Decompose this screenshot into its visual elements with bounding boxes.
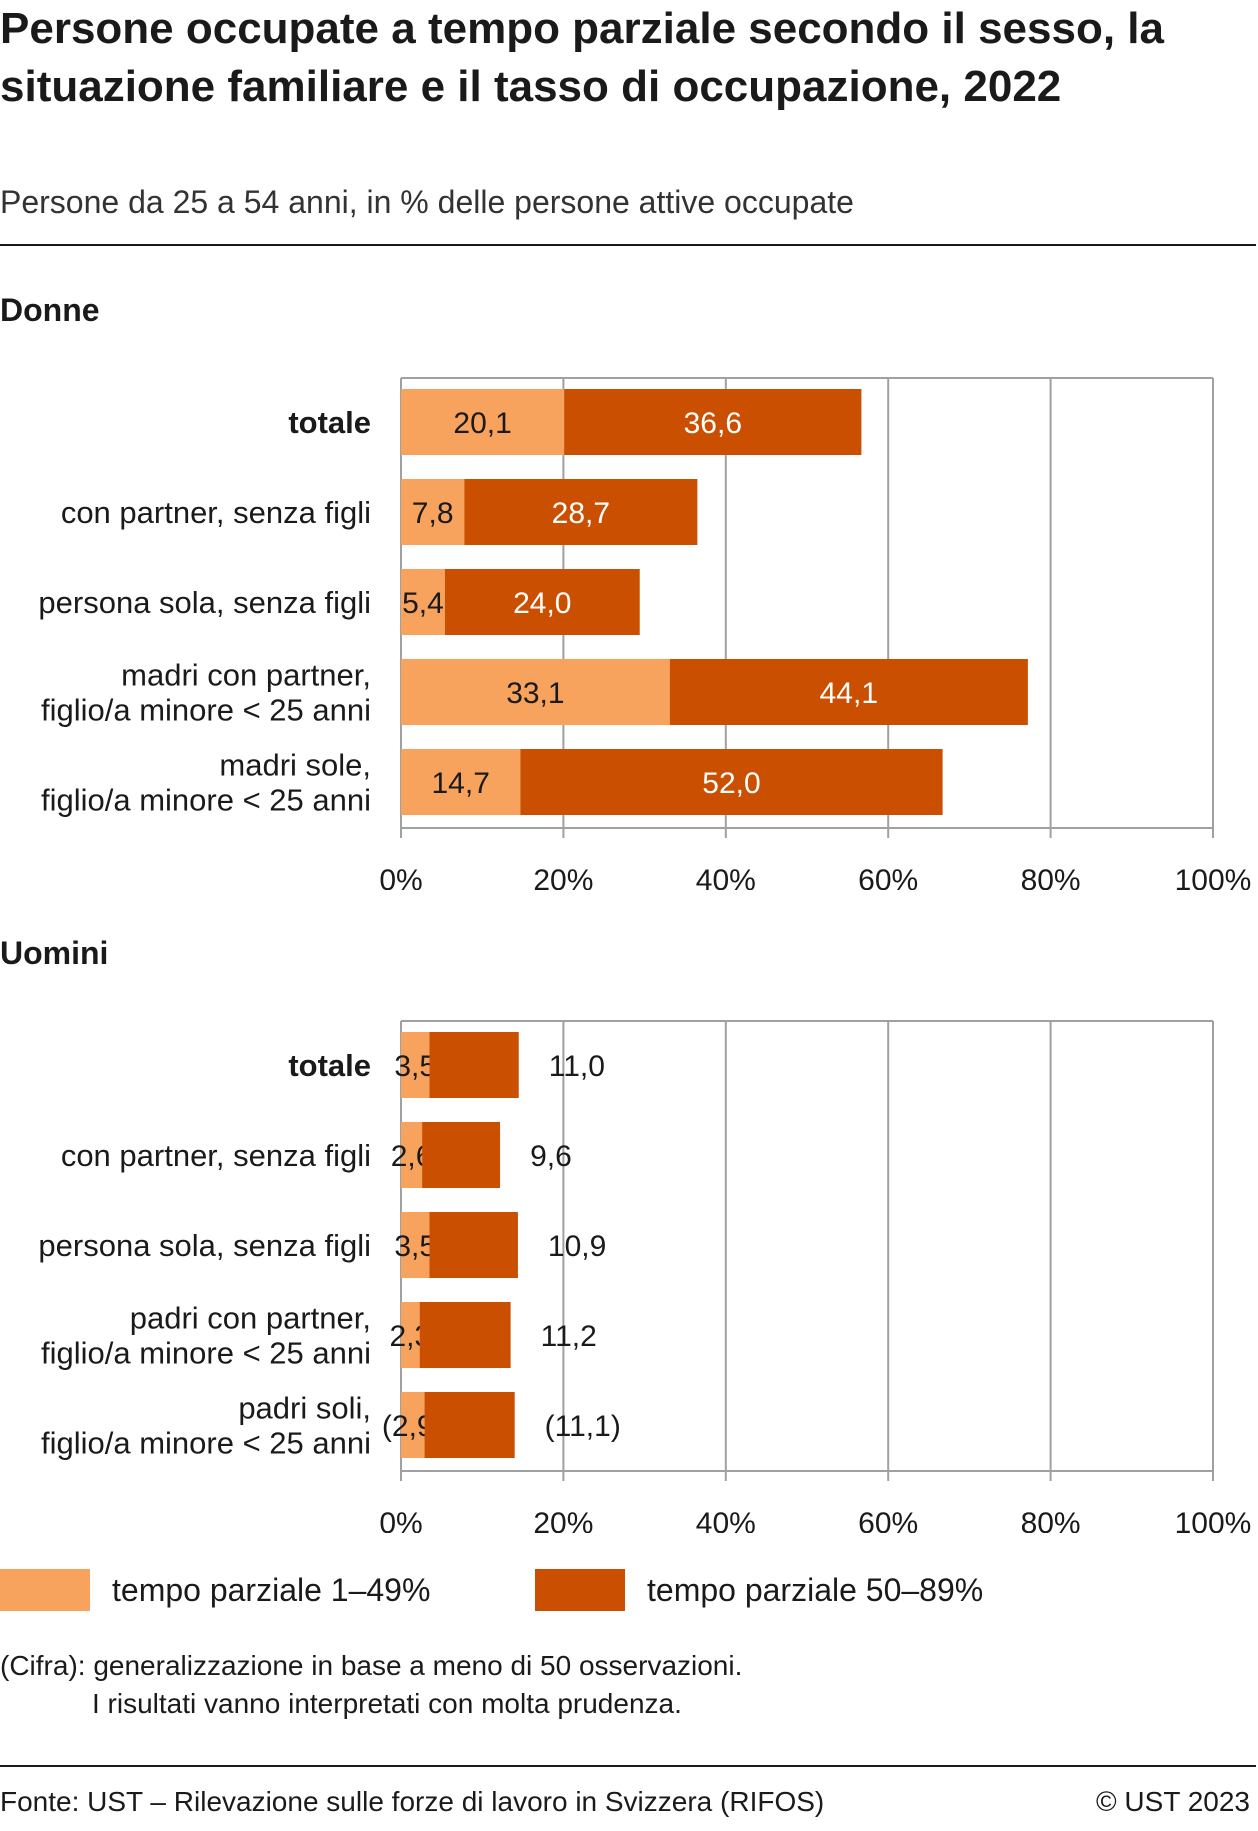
bar-segment: [464, 479, 698, 545]
data-label: 28,7: [552, 497, 610, 530]
bar-segment: [429, 1212, 518, 1278]
x-tick-label: 20%: [533, 1507, 593, 1533]
category-label: padri con partner,: [130, 1301, 371, 1336]
bar-segment: [444, 569, 640, 635]
bar-segment: [401, 1032, 430, 1098]
section-title-women: Donne: [0, 292, 100, 328]
x-tick-label: 0%: [379, 1507, 422, 1533]
data-label: 20,1: [453, 407, 511, 440]
data-label: 10,9: [548, 1230, 606, 1263]
data-label: 11,0: [549, 1050, 605, 1083]
footnote-line-1: (Cifra): generalizzazione in base a meno…: [0, 1650, 743, 1681]
category-label: figlio/a minore < 25 anni: [41, 1336, 371, 1371]
x-tick-label: 60%: [858, 1507, 918, 1533]
legend-label-part-time-low: tempo parziale 1–49%: [112, 1571, 431, 1608]
x-tick-label: 0%: [379, 864, 422, 890]
bar-segment: [520, 749, 943, 815]
data-label: 36,6: [684, 407, 742, 440]
top-rule: [0, 244, 1256, 246]
bar-segment: [419, 1302, 511, 1368]
bar-segment: [424, 1392, 515, 1458]
women-chart: 0% 20% 40% 60% 80% 100% 20,1 36,6 totale 7,8 28,7 c…: [38, 377, 1252, 890]
x-tick-label: 40%: [696, 1507, 756, 1533]
bar-segment: [401, 1392, 425, 1458]
bar-segment: [401, 1212, 430, 1278]
category-label: persona sola, senza figli: [38, 1228, 371, 1263]
category-label: padri soli,: [238, 1391, 371, 1426]
x-tick-label: 100%: [1175, 864, 1252, 890]
chart-subtitle: Persone da 25 a 54 anni, in % delle pers…: [0, 184, 854, 220]
section-title-men: Uomini: [0, 935, 109, 971]
category-label: con partner, senza figli: [61, 1138, 371, 1173]
data-label: (11,1): [545, 1410, 621, 1443]
category-label: persona sola, senza figli: [38, 585, 371, 620]
bar-segment: [669, 659, 1028, 725]
bar-segment: [401, 1122, 423, 1188]
data-label: 44,1: [820, 677, 878, 710]
bar-segment: [564, 389, 862, 455]
category-label: figlio/a minore < 25 anni: [41, 1426, 371, 1461]
chart-title: Persone occupate a tempo parziale second…: [0, 4, 1164, 111]
data-label: 3,5: [394, 1050, 436, 1083]
copyright-text: © UST 2023: [1096, 1786, 1250, 1817]
bar-segment: [401, 659, 670, 725]
category-label: totale: [288, 1048, 371, 1083]
category-label: totale: [288, 405, 371, 440]
source-text: Fonte: UST – Rilevazione sulle forze di …: [0, 1786, 825, 1817]
category-label: madri sole,: [219, 748, 371, 783]
category-label: madri con partner,: [121, 658, 371, 693]
data-label: 24,0: [513, 587, 571, 620]
data-label: 7,8: [412, 497, 454, 530]
legend-swatch-part-time-high: [535, 1569, 625, 1611]
category-label: figlio/a minore < 25 anni: [41, 693, 371, 728]
bar-segment: [401, 749, 521, 815]
bar-segment: [401, 479, 465, 545]
data-label: 9,6: [530, 1140, 572, 1173]
data-label: 3,5: [394, 1230, 436, 1263]
x-tick-label: 80%: [1021, 1507, 1081, 1533]
legend: tempo parziale 1–49% tempo parziale 50–8…: [0, 1567, 1256, 1613]
bar-segment: [401, 569, 445, 635]
bar-segment: [401, 1302, 420, 1368]
category-label: figlio/a minore < 25 anni: [41, 783, 371, 818]
data-label: 14,7: [431, 767, 489, 800]
x-tick-label: 80%: [1021, 864, 1081, 890]
data-label: 52,0: [702, 767, 760, 800]
legend-item-part-time-low: tempo parziale 1–49%: [0, 1567, 430, 1613]
bar-segment: [422, 1122, 501, 1188]
footer: Fonte: UST – Rilevazione sulle forze di …: [0, 1786, 1256, 1818]
x-tick-label: 100%: [1175, 1507, 1252, 1533]
footnote: (Cifra): generalizzazione in base a meno…: [0, 1647, 742, 1723]
x-tick-label: 40%: [696, 864, 756, 890]
legend-label-part-time-high: tempo parziale 50–89%: [647, 1571, 984, 1608]
bar-segment: [429, 1032, 519, 1098]
category-label: con partner, senza figli: [61, 495, 371, 530]
footnote-line-2: I risultati vanno interpretati con molta…: [92, 1688, 682, 1719]
legend-item-part-time-high: tempo parziale 50–89%: [535, 1567, 983, 1613]
bottom-rule: [0, 1765, 1256, 1767]
data-label: 11,2: [541, 1320, 597, 1353]
data-label: 33,1: [506, 677, 564, 710]
legend-swatch-part-time-low: [0, 1569, 90, 1611]
x-tick-label: 20%: [533, 864, 593, 890]
data-label: 5,4: [402, 587, 444, 620]
bar-segment: [401, 389, 565, 455]
x-tick-label: 60%: [858, 864, 918, 890]
